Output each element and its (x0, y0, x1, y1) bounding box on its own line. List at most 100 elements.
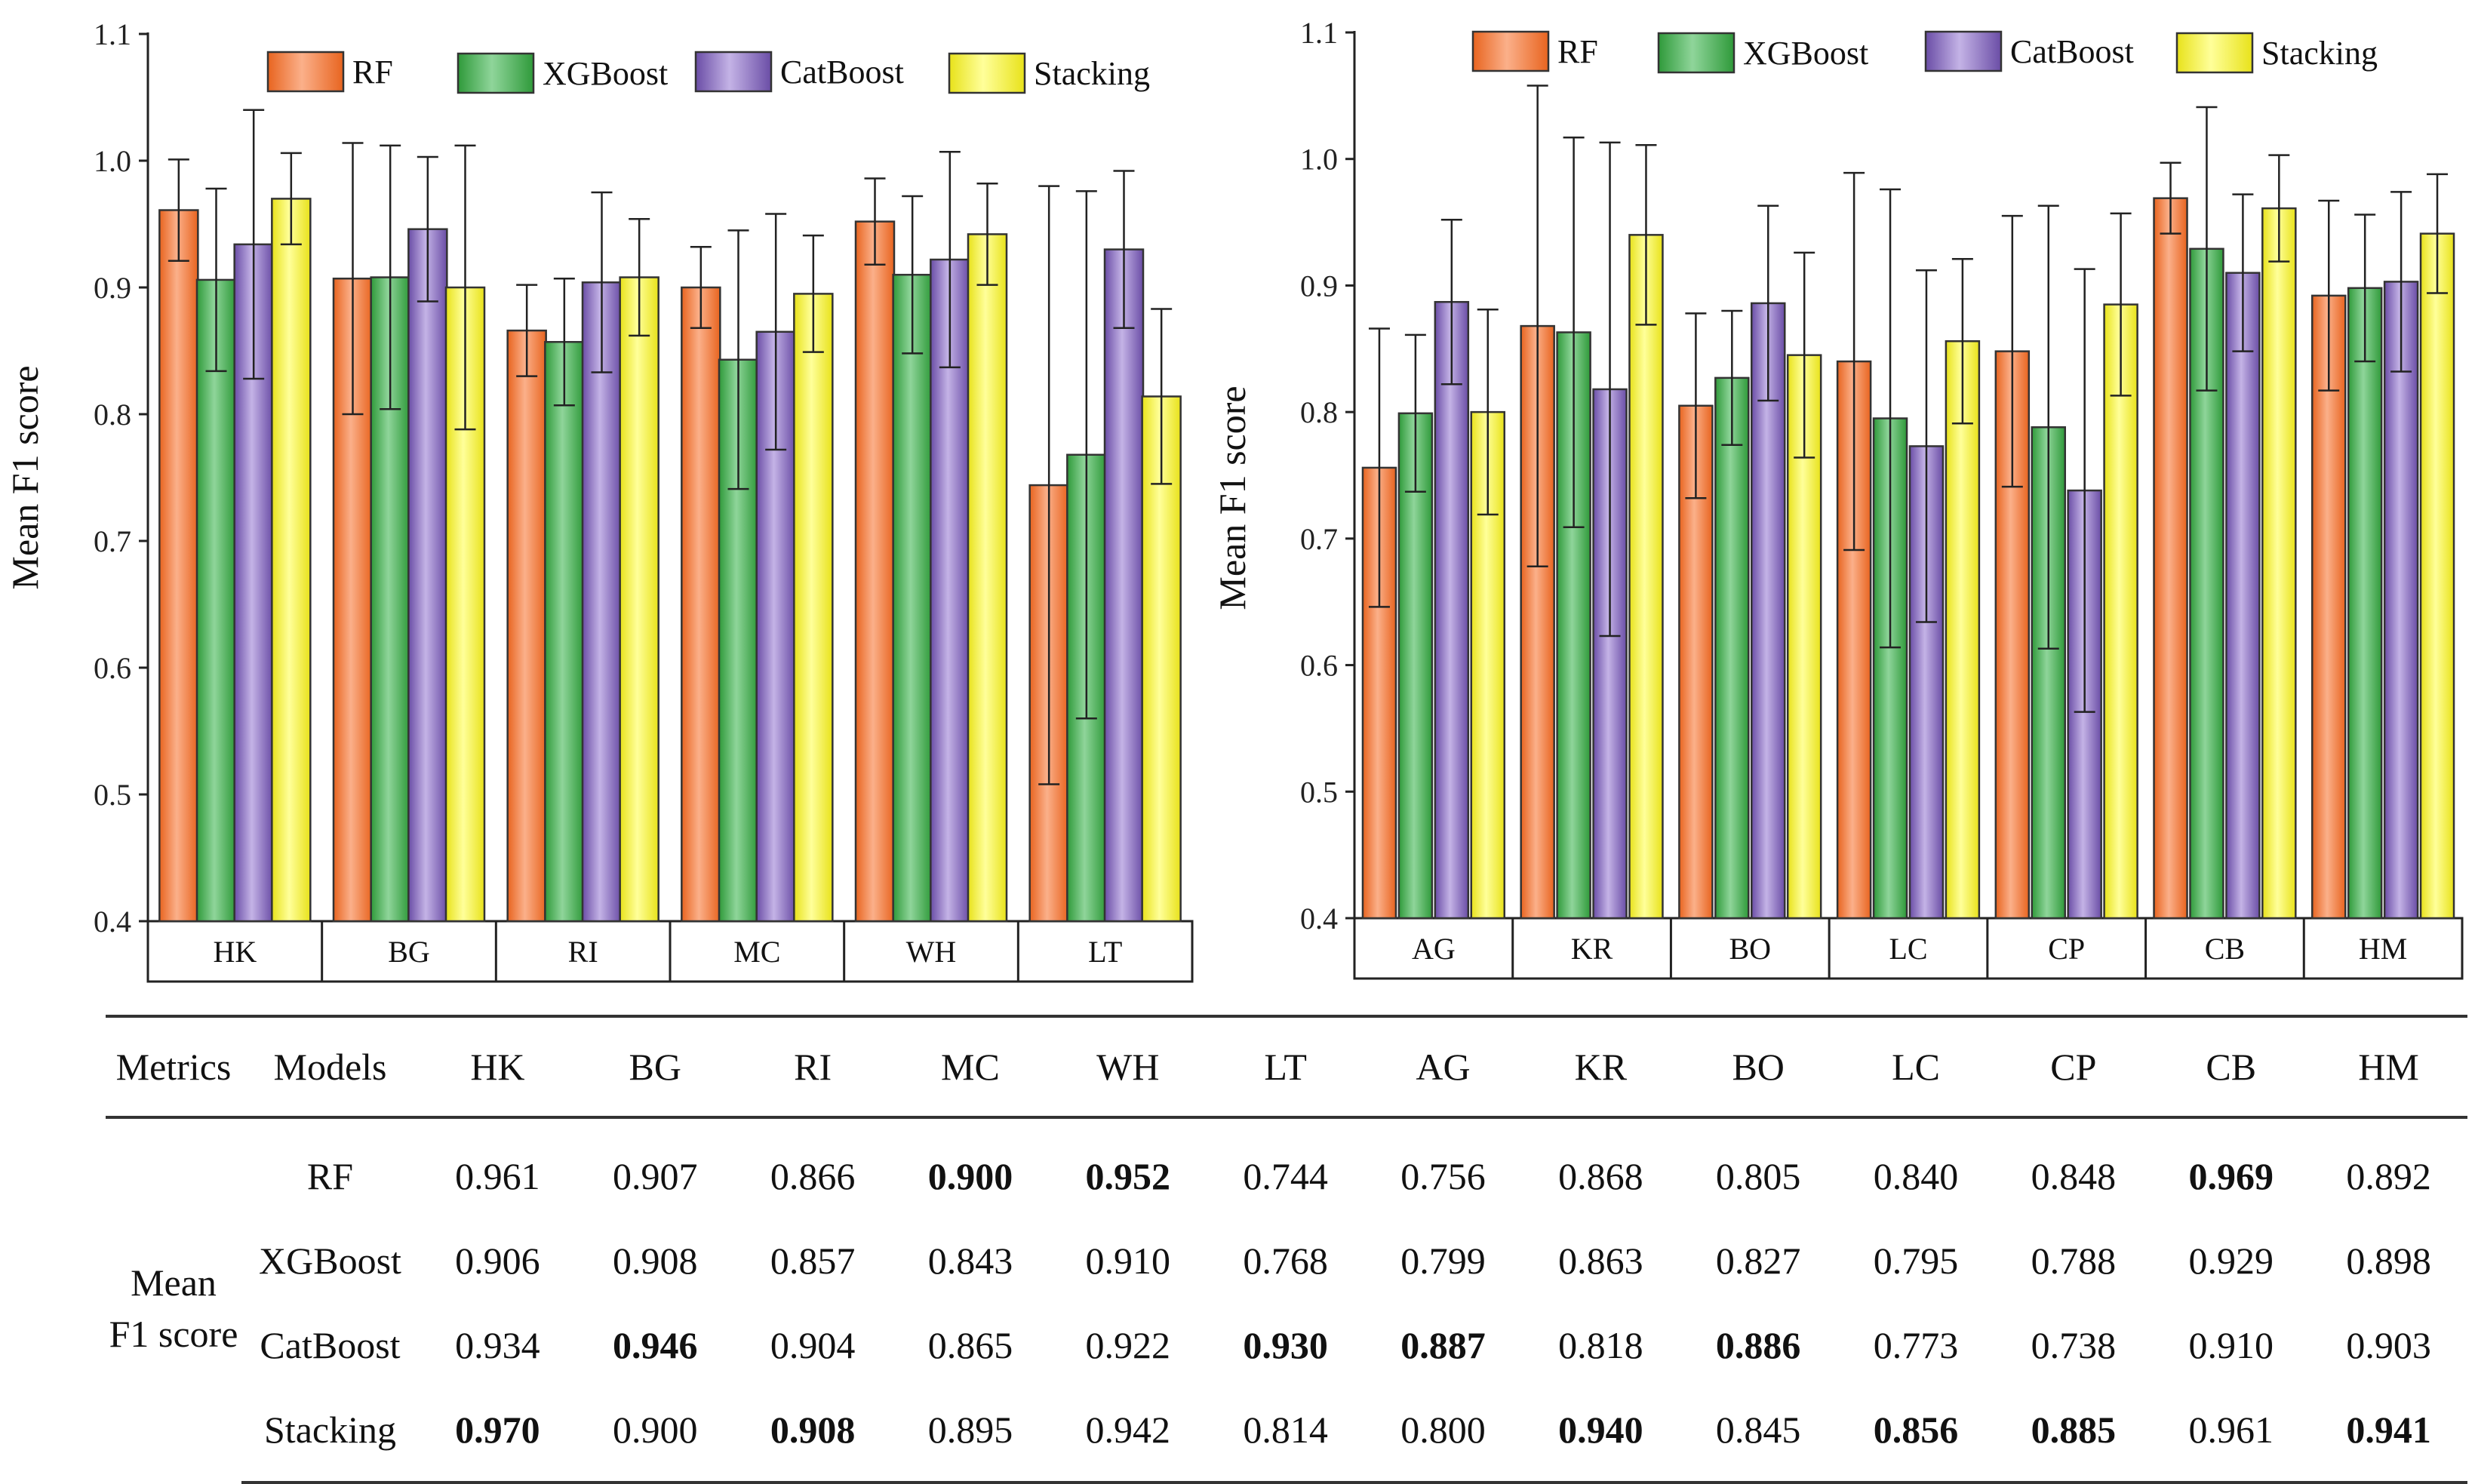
score-cell: 0.907 (613, 1155, 698, 1197)
score-cell: 0.903 (2346, 1324, 2431, 1366)
chart-1-ytick-label: 0.4 (1300, 902, 1338, 936)
chart-1-category-label: BO (1729, 932, 1771, 966)
score-cell: 0.827 (1715, 1240, 1801, 1282)
chart-0-bar-stacking-ri (619, 276, 659, 923)
table-header-cp: CP (1994, 1015, 2153, 1119)
chart-0-bar-stacking-hk (271, 198, 312, 923)
chart-1-category-label: CP (2048, 932, 2085, 966)
score-cell: 0.773 (1873, 1324, 1959, 1366)
score-cell: 0.865 (927, 1324, 1013, 1366)
score-cell: 0.961 (455, 1155, 540, 1197)
chart-0-bar-stacking-mc (793, 293, 834, 923)
score-cell: 0.856 (1837, 1387, 1995, 1484)
chart-1-category-label: HM (2359, 932, 2407, 966)
chart-0-category-label: WH (906, 935, 957, 969)
chart-1-legend-swatch-catboost (1924, 30, 2003, 72)
score-cell: 0.756 (1400, 1155, 1486, 1197)
chart-1-category-label: AG (1412, 932, 1456, 966)
chart-1-legend-label-stacking: Stacking (2261, 35, 2378, 72)
table-header-bo: BO (1679, 1015, 1837, 1119)
chart-1-category-label: CB (2205, 932, 2245, 966)
chart-1-bar-rf-cb (2153, 197, 2188, 920)
score-cell: 0.898 (2346, 1240, 2431, 1282)
chart-0-bar-catboost-lt (1103, 248, 1145, 923)
charts-figure: 0.4 0.5 0.6 0.7 0.8 0.9 1.0 1.1 Mean F1 score HK B… (4, 16, 2464, 983)
table-header-models: Models (241, 1015, 419, 1119)
chart-0-legend-label-stacking: Stacking (1034, 55, 1150, 92)
score-cell: 0.800 (1364, 1387, 1522, 1484)
chart-0-category-label: RI (568, 935, 598, 969)
table-body: Mean F1 score RF 0.961 0.907 0.866 0.900 0.952 0… (106, 1117, 2467, 1484)
chart-1-bar-catboost-hm (2383, 281, 2419, 920)
score-cell: 0.908 (613, 1240, 698, 1282)
chart-1-ytick-label: 0.6 (1300, 649, 1338, 683)
chart-1-ytick-label: 0.8 (1300, 395, 1338, 429)
chart-1-bar-xgboost-hm (2347, 287, 2383, 920)
chart-0-category-label: LT (1088, 935, 1122, 969)
score-cell: 0.969 (2188, 1155, 2274, 1197)
chart-1-bar-stacking-kr (1628, 234, 1664, 920)
score-cell: 0.885 (1994, 1387, 2153, 1484)
score-cell: 0.886 (1715, 1324, 1801, 1366)
chart-0-category-label: HK (213, 935, 257, 969)
chart-0-ytick-label: 0.9 (94, 271, 131, 305)
chart-1-bar-catboost-cb (2225, 272, 2261, 920)
score-cell: 0.895 (891, 1387, 1050, 1484)
table-header-wh: WH (1049, 1015, 1207, 1119)
model-name-cell: RF (306, 1155, 354, 1197)
table-header-mc: MC (891, 1015, 1050, 1119)
chart-1-bar-stacking-hm (2419, 232, 2455, 920)
score-cell: 0.910 (2188, 1324, 2274, 1366)
results-table: Metrics Models HK BG RI MC WH LT AG KR BO LC CP CB HM … (106, 1015, 2467, 1484)
chart-1-legend-label-rf: RF (1557, 33, 1598, 70)
chart-1-bar-rf-ag (1361, 466, 1397, 920)
table-row: XGBoost 0.906 0.908 0.857 0.843 0.910 0.768 0.7… (106, 1218, 2467, 1303)
model-name-cell: CatBoost (260, 1324, 401, 1366)
chart-0-legend-swatch-catboost (694, 51, 773, 93)
chart-0-legend-swatch-xgboost (457, 52, 535, 94)
chart-0-bar-rf-mc (681, 286, 721, 923)
table-header-ri: RI (733, 1015, 892, 1119)
chart-1-ytick-label: 0.7 (1300, 522, 1338, 556)
score-cell: 0.922 (1085, 1324, 1171, 1366)
score-cell: 0.768 (1243, 1240, 1328, 1282)
table-header-cb: CB (2152, 1015, 2310, 1119)
score-cell: 0.908 (733, 1387, 892, 1484)
right-bar-chart: 0.4 0.5 0.6 0.7 0.8 0.9 1.0 1.1 Mean F1 score AG K… (1211, 16, 2464, 980)
chart-0-bar-stacking-wh (967, 233, 1008, 923)
score-cell: 0.805 (1715, 1155, 1801, 1197)
chart-0-ytick-label: 1.0 (94, 144, 131, 178)
score-cell: 0.818 (1558, 1324, 1643, 1366)
score-cell: 0.946 (613, 1324, 698, 1366)
chart-1-legend-swatch-stacking (2175, 32, 2254, 74)
chart-1-bar-xgboost-bo (1714, 376, 1750, 920)
chart-1-y-axis-label: Mean F1 score (1211, 386, 1253, 610)
score-cell: 0.910 (1085, 1240, 1171, 1282)
chart-0-ytick-label: 0.4 (94, 905, 131, 939)
chart-1-category-box (1353, 917, 2464, 980)
table-row: CatBoost 0.934 0.946 0.904 0.865 0.922 0.930 0.… (106, 1303, 2467, 1387)
model-name-cell: Stacking (241, 1387, 419, 1484)
score-cell: 0.892 (2346, 1155, 2431, 1197)
chart-1-bar-catboost-ag (1434, 300, 1470, 920)
chart-1-legend-swatch-rf (1471, 30, 1550, 72)
chart-1-ytick-label: 0.9 (1300, 269, 1338, 303)
chart-0-bar-catboost-ri (581, 281, 623, 923)
score-cell: 0.970 (419, 1387, 576, 1484)
chart-0-ytick-label: 0.8 (94, 398, 131, 432)
chart-0-bar-xgboost-ri (544, 340, 585, 923)
chart-1-category-label: LC (1889, 932, 1927, 966)
chart-1-bar-stacking-cb (2261, 207, 2297, 920)
score-cell: 0.941 (2310, 1387, 2467, 1484)
left-bar-chart: 0.4 0.5 0.6 0.7 0.8 0.9 1.0 1.1 Mean F1 score HK B… (4, 17, 1194, 983)
score-cell: 0.868 (1558, 1155, 1643, 1197)
metric-cell: Mean F1 score (106, 1117, 241, 1482)
chart-1-bar-xgboost-ag (1397, 412, 1434, 920)
table-header-metrics: Metrics (106, 1015, 241, 1119)
chart-1-bar-rf-hm (2311, 294, 2347, 920)
score-cell: 0.814 (1207, 1387, 1365, 1484)
chart-0-ytick-label: 0.5 (94, 778, 131, 812)
score-cell: 0.863 (1558, 1240, 1643, 1282)
score-cell: 0.843 (927, 1240, 1013, 1282)
score-cell: 0.887 (1400, 1324, 1486, 1366)
